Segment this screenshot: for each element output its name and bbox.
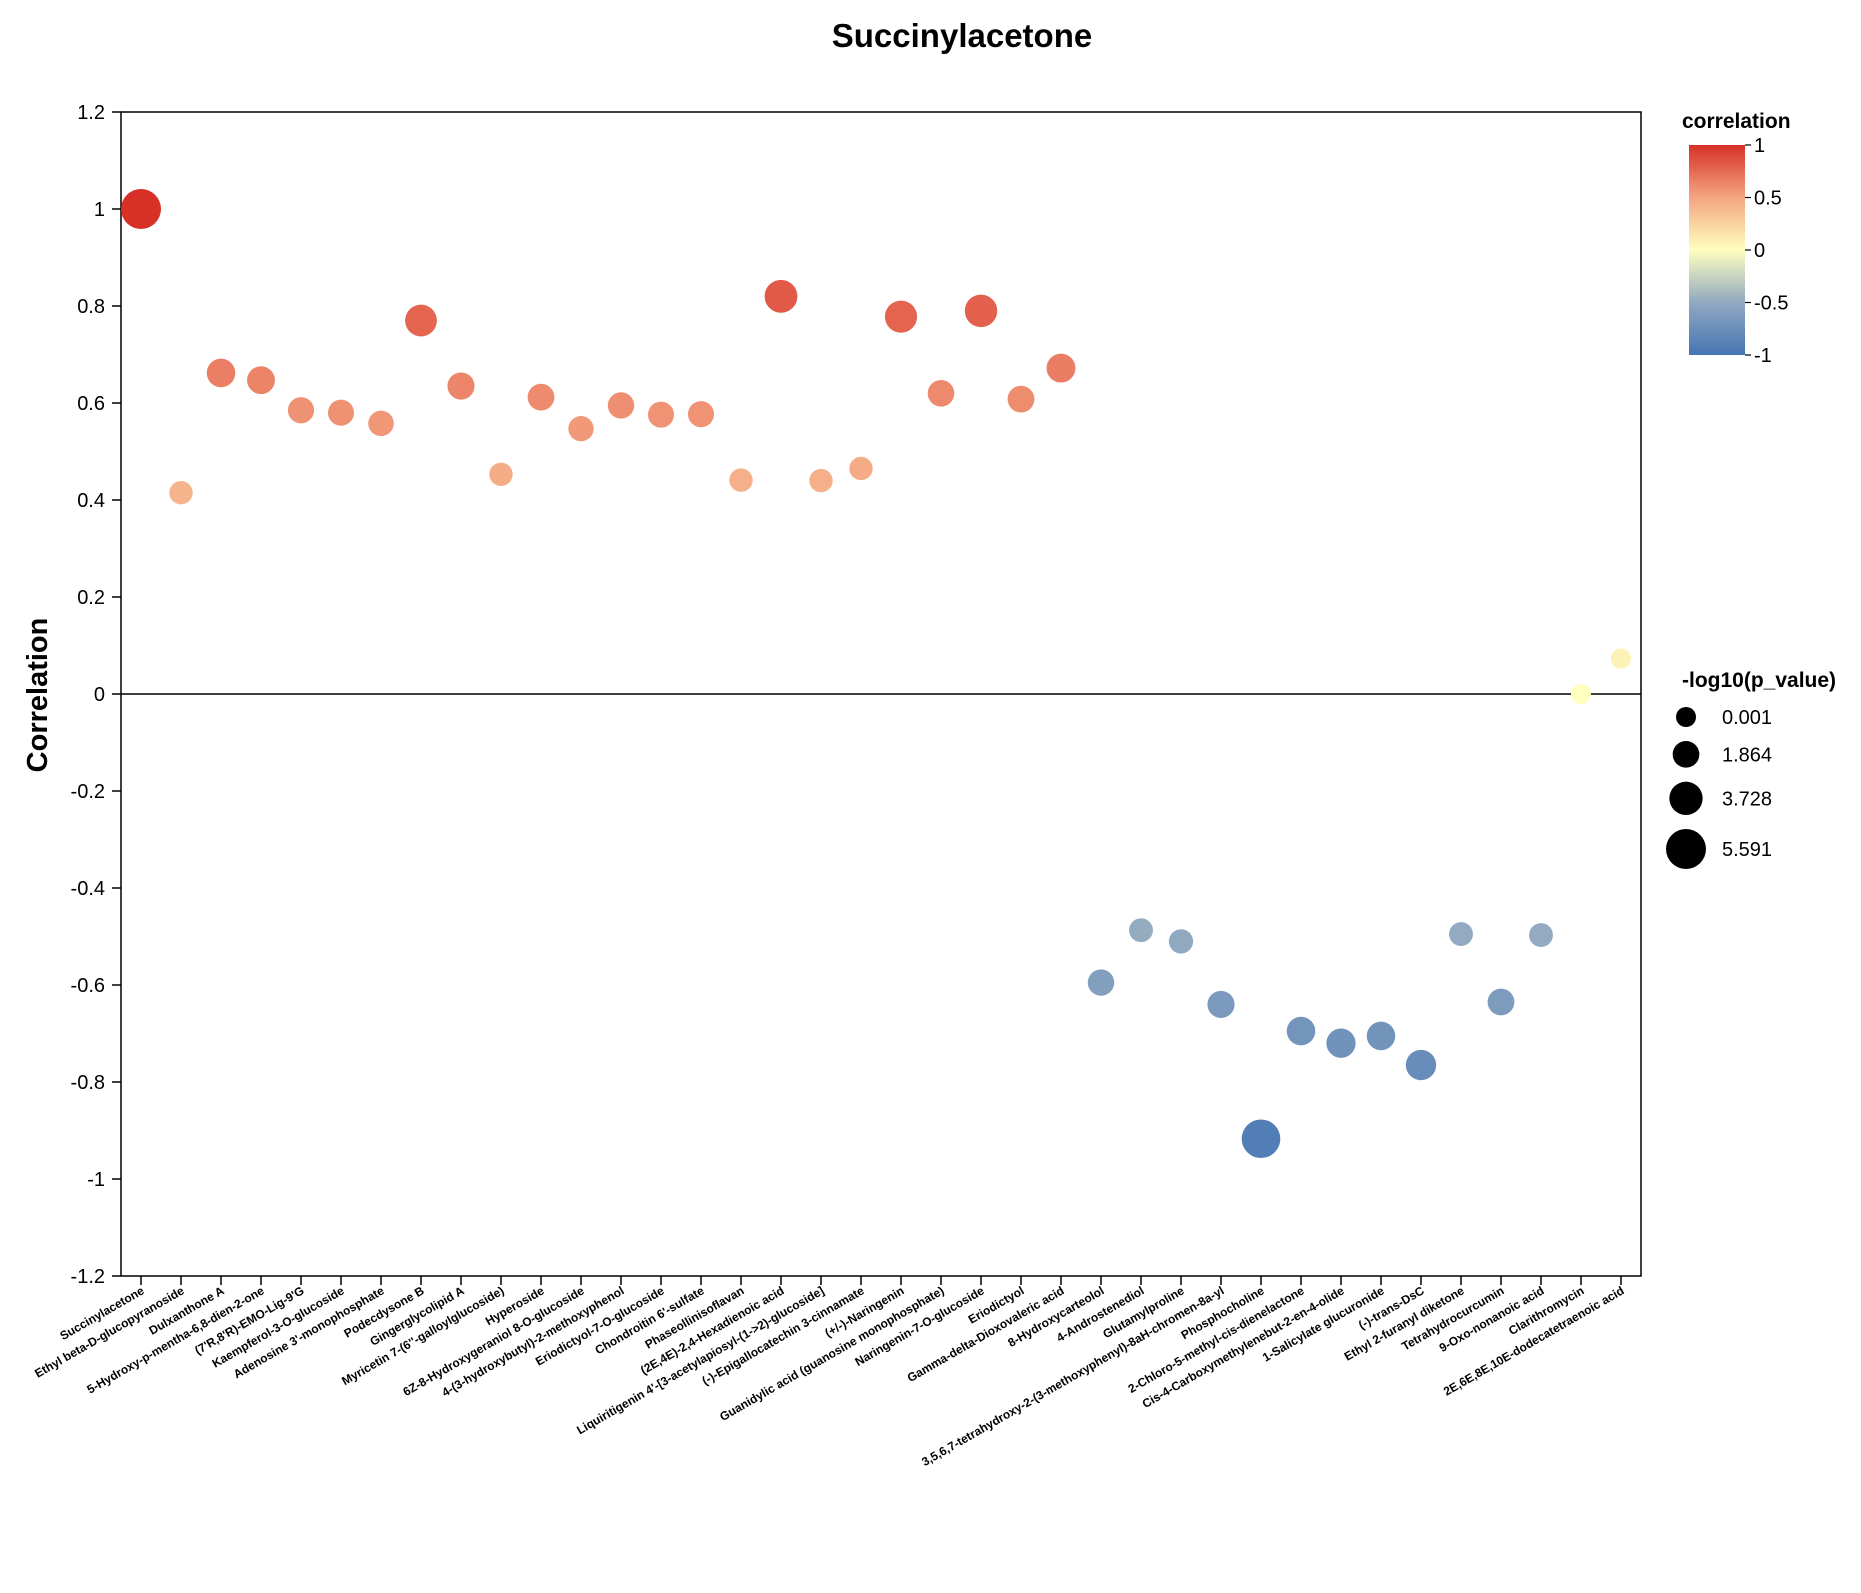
data-point <box>647 401 675 428</box>
data-point <box>1207 990 1235 1018</box>
scatter-points <box>121 189 1632 1159</box>
x-tick-label: Ethyl beta-D-glucopyranoside <box>32 1283 187 1380</box>
data-point <box>206 358 236 388</box>
data-point <box>568 416 594 442</box>
data-point <box>1610 648 1632 669</box>
data-point <box>607 392 635 419</box>
data-point <box>489 462 513 486</box>
y-tick-label: -1.2 <box>71 1266 105 1288</box>
y-tick-label: 0.8 <box>77 296 105 318</box>
data-point <box>729 468 753 492</box>
data-point <box>1529 923 1553 948</box>
y-tick-label: 0 <box>94 684 105 706</box>
data-point <box>809 468 833 493</box>
data-point <box>368 410 394 437</box>
size-legend-marker <box>1666 829 1706 870</box>
data-point <box>1286 1016 1316 1046</box>
color-legend-tick-label: 1 <box>1754 135 1765 157</box>
data-point <box>1366 1021 1396 1051</box>
data-point <box>1129 918 1153 943</box>
color-legend-tick-label: 0 <box>1754 240 1765 262</box>
color-legend: correlation 1 0.5 0 -0.5 -1 <box>1682 110 1791 367</box>
size-legend-marker <box>1672 741 1700 768</box>
size-legend-label: 0.001 <box>1722 707 1772 729</box>
y-tick-label: -0.6 <box>71 975 105 997</box>
data-point <box>247 366 275 395</box>
data-point <box>1449 922 1473 947</box>
data-point <box>1326 1028 1356 1058</box>
data-point <box>405 304 437 337</box>
size-legend-label: 1.864 <box>1722 744 1772 766</box>
data-point <box>687 401 715 428</box>
data-point <box>1405 1049 1437 1081</box>
data-point <box>849 456 873 481</box>
data-point <box>927 379 955 407</box>
color-legend-tick-label: 0.5 <box>1754 188 1782 210</box>
color-legend-tick-label: -1 <box>1754 345 1772 367</box>
data-point <box>764 279 798 313</box>
y-tick-label: 1 <box>94 199 105 221</box>
size-legend-marker <box>1669 781 1703 816</box>
data-point <box>964 294 998 328</box>
y-tick-label: -0.2 <box>71 781 105 803</box>
y-axis-label: Correlation <box>22 618 54 773</box>
size-legend: -log10(p_value) 0.001 1.864 3.728 5.591 <box>1666 669 1836 870</box>
data-point <box>884 300 918 333</box>
color-legend-title: correlation <box>1682 110 1791 133</box>
data-point <box>1007 385 1035 413</box>
chart-title: Succinylacetone <box>832 17 1092 54</box>
size-legend-label: 3.728 <box>1722 788 1772 810</box>
data-point <box>327 399 355 426</box>
data-point <box>527 383 555 411</box>
y-tick-label: -0.8 <box>71 1072 105 1094</box>
data-point <box>1168 929 1194 954</box>
data-point <box>1570 683 1592 705</box>
size-legend-marker <box>1675 706 1697 728</box>
data-point <box>447 372 475 400</box>
size-legend-title: -log10(p_value) <box>1682 669 1836 692</box>
data-point <box>1087 969 1115 996</box>
color-legend-tick-label: -0.5 <box>1754 293 1788 315</box>
y-tick-label: -0.4 <box>71 878 105 900</box>
y-tick-label: 1.2 <box>77 102 105 124</box>
data-point <box>169 481 193 505</box>
data-point <box>1241 1119 1281 1159</box>
y-tick-label: 0.4 <box>77 490 105 512</box>
y-axis: 1.2 1 0.8 0.6 0.4 0.2 0 -0.2 -0.4 -0.6 -0.8 -1 -1.2 <box>71 102 121 1288</box>
size-legend-label: 5.591 <box>1722 839 1772 861</box>
data-point <box>121 189 161 229</box>
y-tick-label: 0.2 <box>77 587 105 609</box>
data-point <box>1487 988 1515 1016</box>
data-point <box>287 397 315 424</box>
color-legend-gradient <box>1689 145 1745 355</box>
data-point <box>1046 353 1076 383</box>
y-tick-label: 0.6 <box>77 393 105 415</box>
y-tick-label: -1 <box>87 1169 105 1191</box>
